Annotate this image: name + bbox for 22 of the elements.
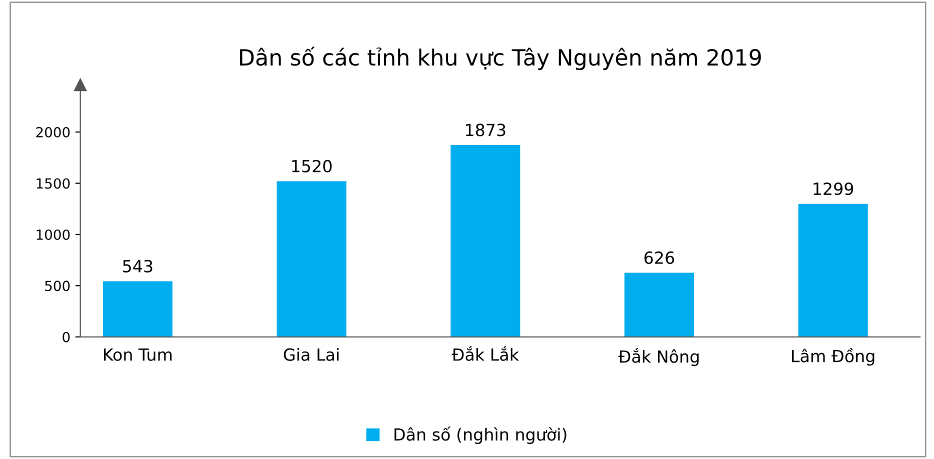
x-tick-label: Lâm Đồng <box>792 348 874 366</box>
chart-title: Dân số các tỉnh khu vực Tây Nguyên năm 2019 <box>240 46 761 70</box>
y-tick-label: 2000 <box>36 127 70 138</box>
data-label: 1520 <box>292 160 332 172</box>
data-label: 626 <box>644 251 674 264</box>
data-label: 1299 <box>814 182 854 196</box>
y-tick-label: 1500 <box>36 178 70 189</box>
bar <box>276 181 346 337</box>
y-tick-label: 500 <box>45 280 70 292</box>
y-tick-label: 1000 <box>36 229 70 240</box>
x-tick-label: Đắk Nông <box>618 348 699 366</box>
bar <box>624 272 694 337</box>
x-tick-label: Kon Tum <box>104 348 172 361</box>
data-label: 543 <box>123 260 152 272</box>
x-tick-label: Đắk Lắk <box>452 346 519 361</box>
x-tick-label: Gia Lai <box>284 348 339 361</box>
bar <box>798 204 868 337</box>
bar <box>102 281 172 337</box>
bar <box>450 145 520 337</box>
data-label: 1873 <box>466 124 506 136</box>
legend-label: Dân số (nghìn người) <box>394 426 566 444</box>
y-tick-label: 0 <box>62 332 70 342</box>
